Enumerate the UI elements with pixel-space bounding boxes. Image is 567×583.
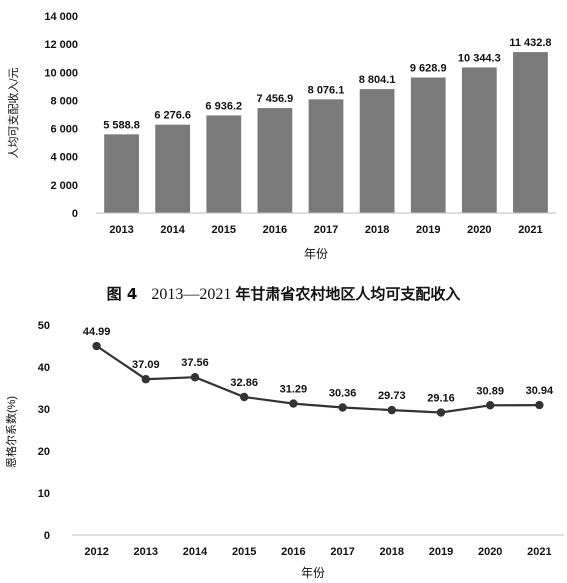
line-point [92,341,101,351]
bar-y-tick-label: 4 000 [50,152,78,164]
bar-y-axis-label: 人均可支配收入/元 [6,67,20,158]
bar-x-axis-ticks: 2013 2014 2015 2016 2017 2018 2019 2020 2021 [109,224,542,236]
bar [206,115,242,213]
line-value-label: 44.99 [83,326,111,338]
line-x-tick-label: 2015 [232,546,256,558]
line-point [535,400,544,410]
line-y-tick-label: 40 [38,362,50,374]
bar-value-label: 6 936.2 [205,100,242,112]
bar-y-axis-ticks: 0 2 000 4 000 6 000 8 000 10 000 12 000 14 000 [44,11,78,220]
line-point [141,375,150,384]
bar-value-label: 6 276.6 [154,110,191,122]
figure-caption-text: 年甘肃省农村地区人均可支配收入 [235,285,461,303]
bar-value-label: 9 628.9 [410,63,447,75]
bar-value-label: 5 588.8 [103,119,140,131]
line-y-tick-label: 10 [38,488,50,500]
bar-value-label: 8 804.1 [359,74,396,86]
bar [461,67,497,213]
line-point [387,405,396,415]
bar-value-label: 10 344.3 [458,52,501,64]
bar-x-tick-label: 2021 [518,224,542,236]
bar [155,124,191,213]
line-point [190,373,200,382]
bar-value-label: 8 076.1 [308,84,345,96]
bar-x-tick-label: 2017 [314,224,338,236]
bar-value-labels: 5 588.8 6 276.6 6 936.2 7 456.9 8 076.1 8 804… [103,37,551,131]
bar-value-label: 7 456.9 [257,93,294,105]
line-y-tick-label: 30 [38,404,50,416]
line-value-label: 30.89 [476,385,504,397]
line-value-labels: 44.99 37.09 37.56 32.86 31.29 30.36 29.73 29.16… [83,326,554,404]
line-value-label: 32.86 [230,377,258,389]
line-y-axis-ticks: 0 10 20 30 40 50 [38,320,50,542]
figure-number: 图 4 [106,285,138,303]
bar-x-tick-label: 2014 [160,224,185,236]
bar-y-tick-label: 10 000 [44,67,78,79]
bar-series [104,52,548,213]
line-value-label: 37.56 [181,357,209,369]
bar-x-tick-label: 2019 [416,224,440,236]
figure-caption: 图 4 2013—2021 年甘肃省农村地区人均可支配收入 [0,283,567,304]
bar-y-tick-label: 8 000 [50,95,78,107]
line-value-label: 29.16 [427,393,455,405]
bar-y-tick-label: 0 [72,208,78,220]
line-point [436,408,446,417]
bar [308,99,344,213]
line-x-tick-label: 2021 [527,546,551,558]
bar-x-axis-label: 年份 [304,247,328,261]
line-point [289,399,298,408]
line-x-tick-label: 2019 [429,546,453,558]
line-series-points [92,341,544,417]
line-point [486,401,495,410]
line-point [338,403,347,412]
figure-caption-years: 2013—2021 [151,286,232,303]
bar [104,134,139,213]
line-y-tick-label: 20 [38,446,50,458]
line-point [240,392,249,402]
bar-x-tick-label: 2015 [212,224,236,236]
line-value-label: 31.29 [280,384,308,396]
bar-x-tick-label: 2020 [467,224,491,236]
line-x-tick-label: 2020 [478,546,502,558]
line-x-tick-label: 2017 [330,546,354,558]
bar [359,89,395,213]
line-value-label: 30.36 [329,387,357,399]
bar [410,77,446,213]
line-x-tick-label: 2012 [84,546,108,558]
line-value-label: 30.94 [526,385,554,397]
bar-y-tick-label: 2 000 [50,180,78,192]
bar-x-tick-label: 2018 [365,224,389,236]
line-y-tick-label: 50 [38,320,50,332]
line-y-tick-label: 0 [44,530,50,542]
line-x-tick-label: 2018 [380,546,404,558]
bar-y-tick-label: 12 000 [44,39,78,51]
bar-y-tick-label: 14 000 [44,11,78,23]
line-value-label: 37.09 [132,359,160,371]
line-y-axis-label: 恩格尔系数(%) [4,396,18,468]
bar [513,52,548,213]
bar [257,108,293,213]
line-value-label: 29.73 [378,390,406,402]
line-series-path [95,345,540,414]
bar-value-label: 11 432.8 [509,37,551,49]
bar-x-tick-label: 2016 [263,224,287,236]
line-x-tick-label: 2016 [281,546,305,558]
line-chart: 0 10 20 30 40 50 44.99 37.09 37.56 32.86 31.29 30.… [4,320,564,580]
bar-x-tick-label: 2013 [109,224,133,236]
line-x-axis-label: 年份 [301,566,325,580]
line-x-axis-ticks: 2012 2013 2014 2015 2016 2017 2018 2019 2020 2021 [84,546,551,558]
line-x-tick-label: 2013 [134,546,158,558]
line-x-tick-label: 2014 [183,546,208,558]
bar-y-tick-label: 6 000 [50,124,78,136]
